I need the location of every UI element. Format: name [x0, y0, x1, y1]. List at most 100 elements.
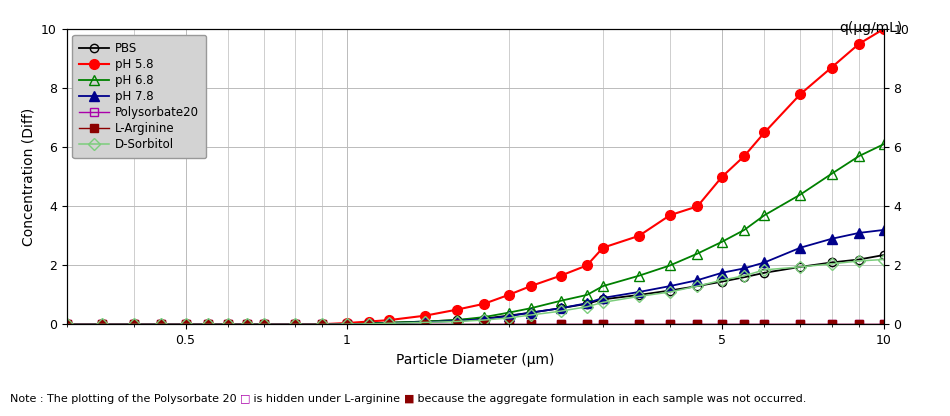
pH 6.8	[853, 154, 864, 158]
D-Sorbitol	[180, 322, 191, 327]
pH 7.8	[202, 322, 214, 327]
D-Sorbitol	[598, 300, 609, 305]
pH 7.8	[258, 322, 270, 327]
PBS	[795, 265, 807, 270]
pH 7.8	[128, 322, 140, 327]
Polysorbate20	[692, 322, 703, 327]
Y-axis label: Concentration (Diff): Concentration (Diff)	[21, 108, 35, 246]
pH 7.8	[664, 284, 675, 289]
Polysorbate20	[853, 322, 864, 327]
PBS	[316, 322, 328, 327]
Polysorbate20	[759, 322, 770, 327]
D-Sorbitol	[61, 322, 72, 327]
pH 7.8	[555, 306, 566, 311]
pH 5.8	[451, 307, 463, 312]
Polysorbate20	[598, 322, 609, 327]
PBS	[364, 321, 375, 326]
Text: is hidden under L-arginine: is hidden under L-arginine	[250, 394, 404, 404]
Text: q(μg/mL): q(μg/mL)	[839, 21, 902, 35]
Polysorbate20	[525, 322, 537, 327]
L-Arginine	[316, 322, 328, 327]
pH 6.8	[97, 322, 108, 327]
Polysorbate20	[384, 322, 395, 327]
D-Sorbitol	[634, 294, 645, 299]
Polysorbate20	[738, 322, 750, 327]
pH 5.8	[290, 322, 301, 327]
pH 7.8	[692, 278, 703, 283]
pH 6.8	[241, 322, 253, 327]
L-Arginine	[384, 322, 395, 327]
Polysorbate20	[316, 322, 328, 327]
pH 6.8	[634, 273, 645, 278]
PBS	[525, 310, 537, 315]
pH 6.8	[341, 322, 352, 327]
pH 7.8	[451, 318, 463, 323]
L-Arginine	[598, 322, 609, 327]
L-Arginine	[581, 322, 593, 327]
D-Sorbitol	[759, 267, 770, 272]
Text: Note : The plotting of the Polysorbate 20: Note : The plotting of the Polysorbate 2…	[10, 394, 239, 404]
D-Sorbitol	[316, 322, 328, 327]
pH 5.8	[759, 130, 770, 135]
L-Arginine	[341, 322, 352, 327]
pH 5.8	[795, 92, 807, 97]
Text: ■: ■	[404, 394, 414, 404]
D-Sorbitol	[97, 322, 108, 327]
D-Sorbitol	[664, 290, 675, 295]
Polysorbate20	[61, 322, 72, 327]
PBS	[241, 322, 253, 327]
pH 5.8	[853, 42, 864, 47]
L-Arginine	[795, 322, 807, 327]
D-Sorbitol	[503, 315, 514, 320]
D-Sorbitol	[478, 317, 489, 322]
pH 7.8	[525, 310, 537, 315]
PBS	[384, 320, 395, 325]
D-Sorbitol	[525, 312, 537, 317]
Line: PBS: PBS	[63, 251, 887, 329]
PBS	[878, 253, 889, 258]
pH 7.8	[795, 245, 807, 250]
pH 5.8	[364, 319, 375, 324]
Polysorbate20	[478, 322, 489, 327]
pH 6.8	[525, 306, 537, 311]
pH 5.8	[555, 273, 566, 278]
pH 5.8	[241, 322, 253, 327]
D-Sorbitol	[878, 257, 889, 262]
pH 6.8	[738, 228, 750, 233]
PBS	[451, 317, 463, 322]
L-Arginine	[634, 322, 645, 327]
L-Arginine	[664, 322, 675, 327]
pH 5.8	[128, 322, 140, 327]
D-Sorbitol	[128, 322, 140, 327]
pH 7.8	[180, 322, 191, 327]
pH 6.8	[598, 284, 609, 289]
PBS	[180, 322, 191, 327]
pH 7.8	[364, 322, 375, 327]
Line: Polysorbate20: Polysorbate20	[63, 320, 887, 329]
PBS	[692, 284, 703, 289]
pH 6.8	[420, 319, 431, 324]
L-Arginine	[853, 322, 864, 327]
PBS	[155, 322, 166, 327]
D-Sorbitol	[738, 273, 750, 278]
pH 6.8	[180, 322, 191, 327]
L-Arginine	[451, 322, 463, 327]
Polysorbate20	[258, 322, 270, 327]
D-Sorbitol	[826, 261, 837, 266]
PBS	[664, 288, 675, 293]
Line: D-Sorbitol: D-Sorbitol	[63, 255, 887, 329]
D-Sorbitol	[853, 258, 864, 263]
D-Sorbitol	[795, 265, 807, 270]
L-Arginine	[759, 322, 770, 327]
pH 6.8	[716, 239, 728, 244]
Text: □: □	[239, 394, 250, 404]
X-axis label: Particle Diameter (μm): Particle Diameter (μm)	[396, 353, 554, 367]
Line: pH 7.8: pH 7.8	[62, 225, 888, 329]
pH 5.8	[341, 320, 352, 325]
pH 5.8	[420, 313, 431, 318]
D-Sorbitol	[155, 322, 166, 327]
D-Sorbitol	[451, 319, 463, 324]
pH 7.8	[826, 236, 837, 241]
pH 5.8	[664, 213, 675, 218]
PBS	[420, 319, 431, 324]
